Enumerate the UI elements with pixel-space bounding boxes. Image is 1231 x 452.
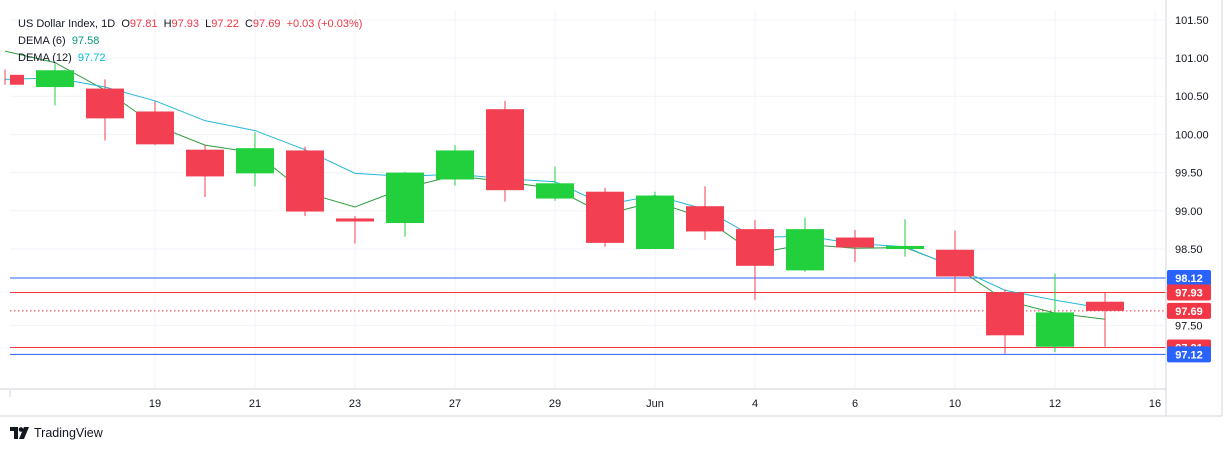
candle-body: [786, 229, 824, 271]
candle: [336, 216, 374, 244]
candle: [786, 217, 824, 272]
candle: [1086, 292, 1124, 347]
candle: [136, 101, 174, 146]
candle: [186, 145, 224, 198]
candle-body: [586, 191, 624, 243]
x-tick-label: 10: [949, 398, 961, 410]
candle: [936, 230, 974, 292]
y-tick-label: 101.50: [1175, 15, 1209, 27]
y-tick-label: 100.50: [1175, 91, 1209, 103]
x-tick-label: 27: [449, 398, 461, 410]
candle: [286, 146, 324, 217]
x-tick-label: 12: [1049, 398, 1061, 410]
candle: [386, 171, 424, 237]
candle: [86, 79, 124, 141]
x-tick-label: 23: [349, 398, 361, 410]
y-tick-label: 97.50: [1175, 320, 1203, 332]
y-tick-label: 99.00: [1175, 206, 1203, 218]
x-tick-label: 4: [752, 398, 758, 410]
y-tick-label: 101.00: [1175, 53, 1209, 65]
high-value: 97.93: [171, 18, 200, 30]
price-badge-label: 97.69: [1175, 306, 1203, 318]
candle: [836, 229, 874, 262]
candle: [886, 219, 924, 257]
candle: [636, 191, 674, 249]
chart-legend: US Dollar Index, 1D O97.81 H97.93 L97.22…: [18, 16, 362, 67]
y-tick-label: 98.50: [1175, 244, 1203, 256]
candles: [4, 64, 1124, 354]
dema6-value: 97.58: [71, 35, 100, 47]
x-tick-label: 19: [149, 398, 161, 410]
price-lines: [10, 277, 1166, 355]
candle-body: [686, 206, 724, 232]
symbol-label: US Dollar Index, 1D: [18, 18, 116, 30]
tradingview-logo-icon: [10, 427, 29, 439]
price-badge: [1167, 284, 1211, 301]
candle-body: [836, 237, 874, 248]
candle-body: [986, 292, 1024, 336]
price-badge-label: 97.93: [1175, 288, 1203, 300]
candle-body: [736, 229, 774, 266]
change-value: +0.03 (+0.03%): [286, 18, 363, 30]
candle: [236, 132, 274, 187]
close-label: C: [244, 18, 253, 30]
candle: [1036, 273, 1074, 353]
candle: [536, 166, 574, 201]
candle-body: [186, 149, 224, 177]
candle-body: [936, 249, 974, 277]
candle: [586, 187, 624, 247]
candle-body: [886, 245, 924, 249]
price-badge: [1167, 270, 1211, 287]
dema12-row: DEMA (12) 97.72: [18, 50, 362, 67]
candle: [986, 289, 1024, 354]
x-tick-label: 16: [1149, 398, 1161, 410]
price-badge-label: 97.12: [1175, 349, 1203, 361]
x-tick-label: 6: [852, 398, 858, 410]
candle-body: [86, 88, 124, 119]
open-value: 97.81: [129, 18, 158, 30]
candle-body: [1036, 312, 1074, 347]
high-label: H: [163, 18, 172, 30]
candle-body: [336, 218, 374, 222]
candle: [486, 100, 524, 202]
tradingview-brand[interactable]: TradingView: [10, 426, 103, 440]
low-value: 97.22: [211, 18, 239, 30]
low-label: L: [205, 18, 212, 30]
candle: [36, 64, 74, 106]
candle: [736, 219, 774, 301]
candle-body: [1086, 301, 1124, 311]
dema12-label: DEMA (12): [18, 52, 72, 64]
x-tick-label: 29: [549, 398, 561, 410]
close-value: 97.69: [252, 18, 281, 30]
price-badge: [1167, 346, 1211, 363]
candle: [686, 186, 724, 240]
candle-body: [436, 150, 474, 180]
axes: 101.50 101.00 100.50 100.00 99.50 99.00 98.50 9…: [0, 0, 1223, 417]
y-tick-label: 99.50: [1175, 168, 1203, 180]
x-tick-label: Jun: [646, 398, 664, 410]
price-badge-label: 98.12: [1175, 273, 1203, 285]
candle-body: [636, 195, 674, 249]
candle-body: [386, 172, 424, 224]
candle-body: [36, 70, 74, 88]
x-tick-label: 21: [249, 398, 261, 410]
candle-body: [136, 111, 174, 145]
candle-body: [536, 183, 574, 199]
price-badge: [1167, 302, 1211, 319]
candle-body: [10, 74, 24, 85]
dema6-row: DEMA (6) 97.58: [18, 33, 362, 50]
dema6-label: DEMA (6): [18, 35, 66, 47]
dema12-value: 97.72: [77, 52, 106, 64]
candle-body: [286, 150, 324, 212]
open-label: O: [121, 18, 130, 30]
candle-body: [486, 109, 524, 191]
ohlc-row: US Dollar Index, 1D O97.81 H97.93 L97.22…: [18, 16, 362, 33]
candle-body: [236, 148, 274, 174]
candle: [4, 69, 24, 85]
brand-name: TradingView: [34, 426, 103, 440]
candle: [436, 145, 474, 186]
y-tick-label: 100.00: [1175, 129, 1209, 141]
